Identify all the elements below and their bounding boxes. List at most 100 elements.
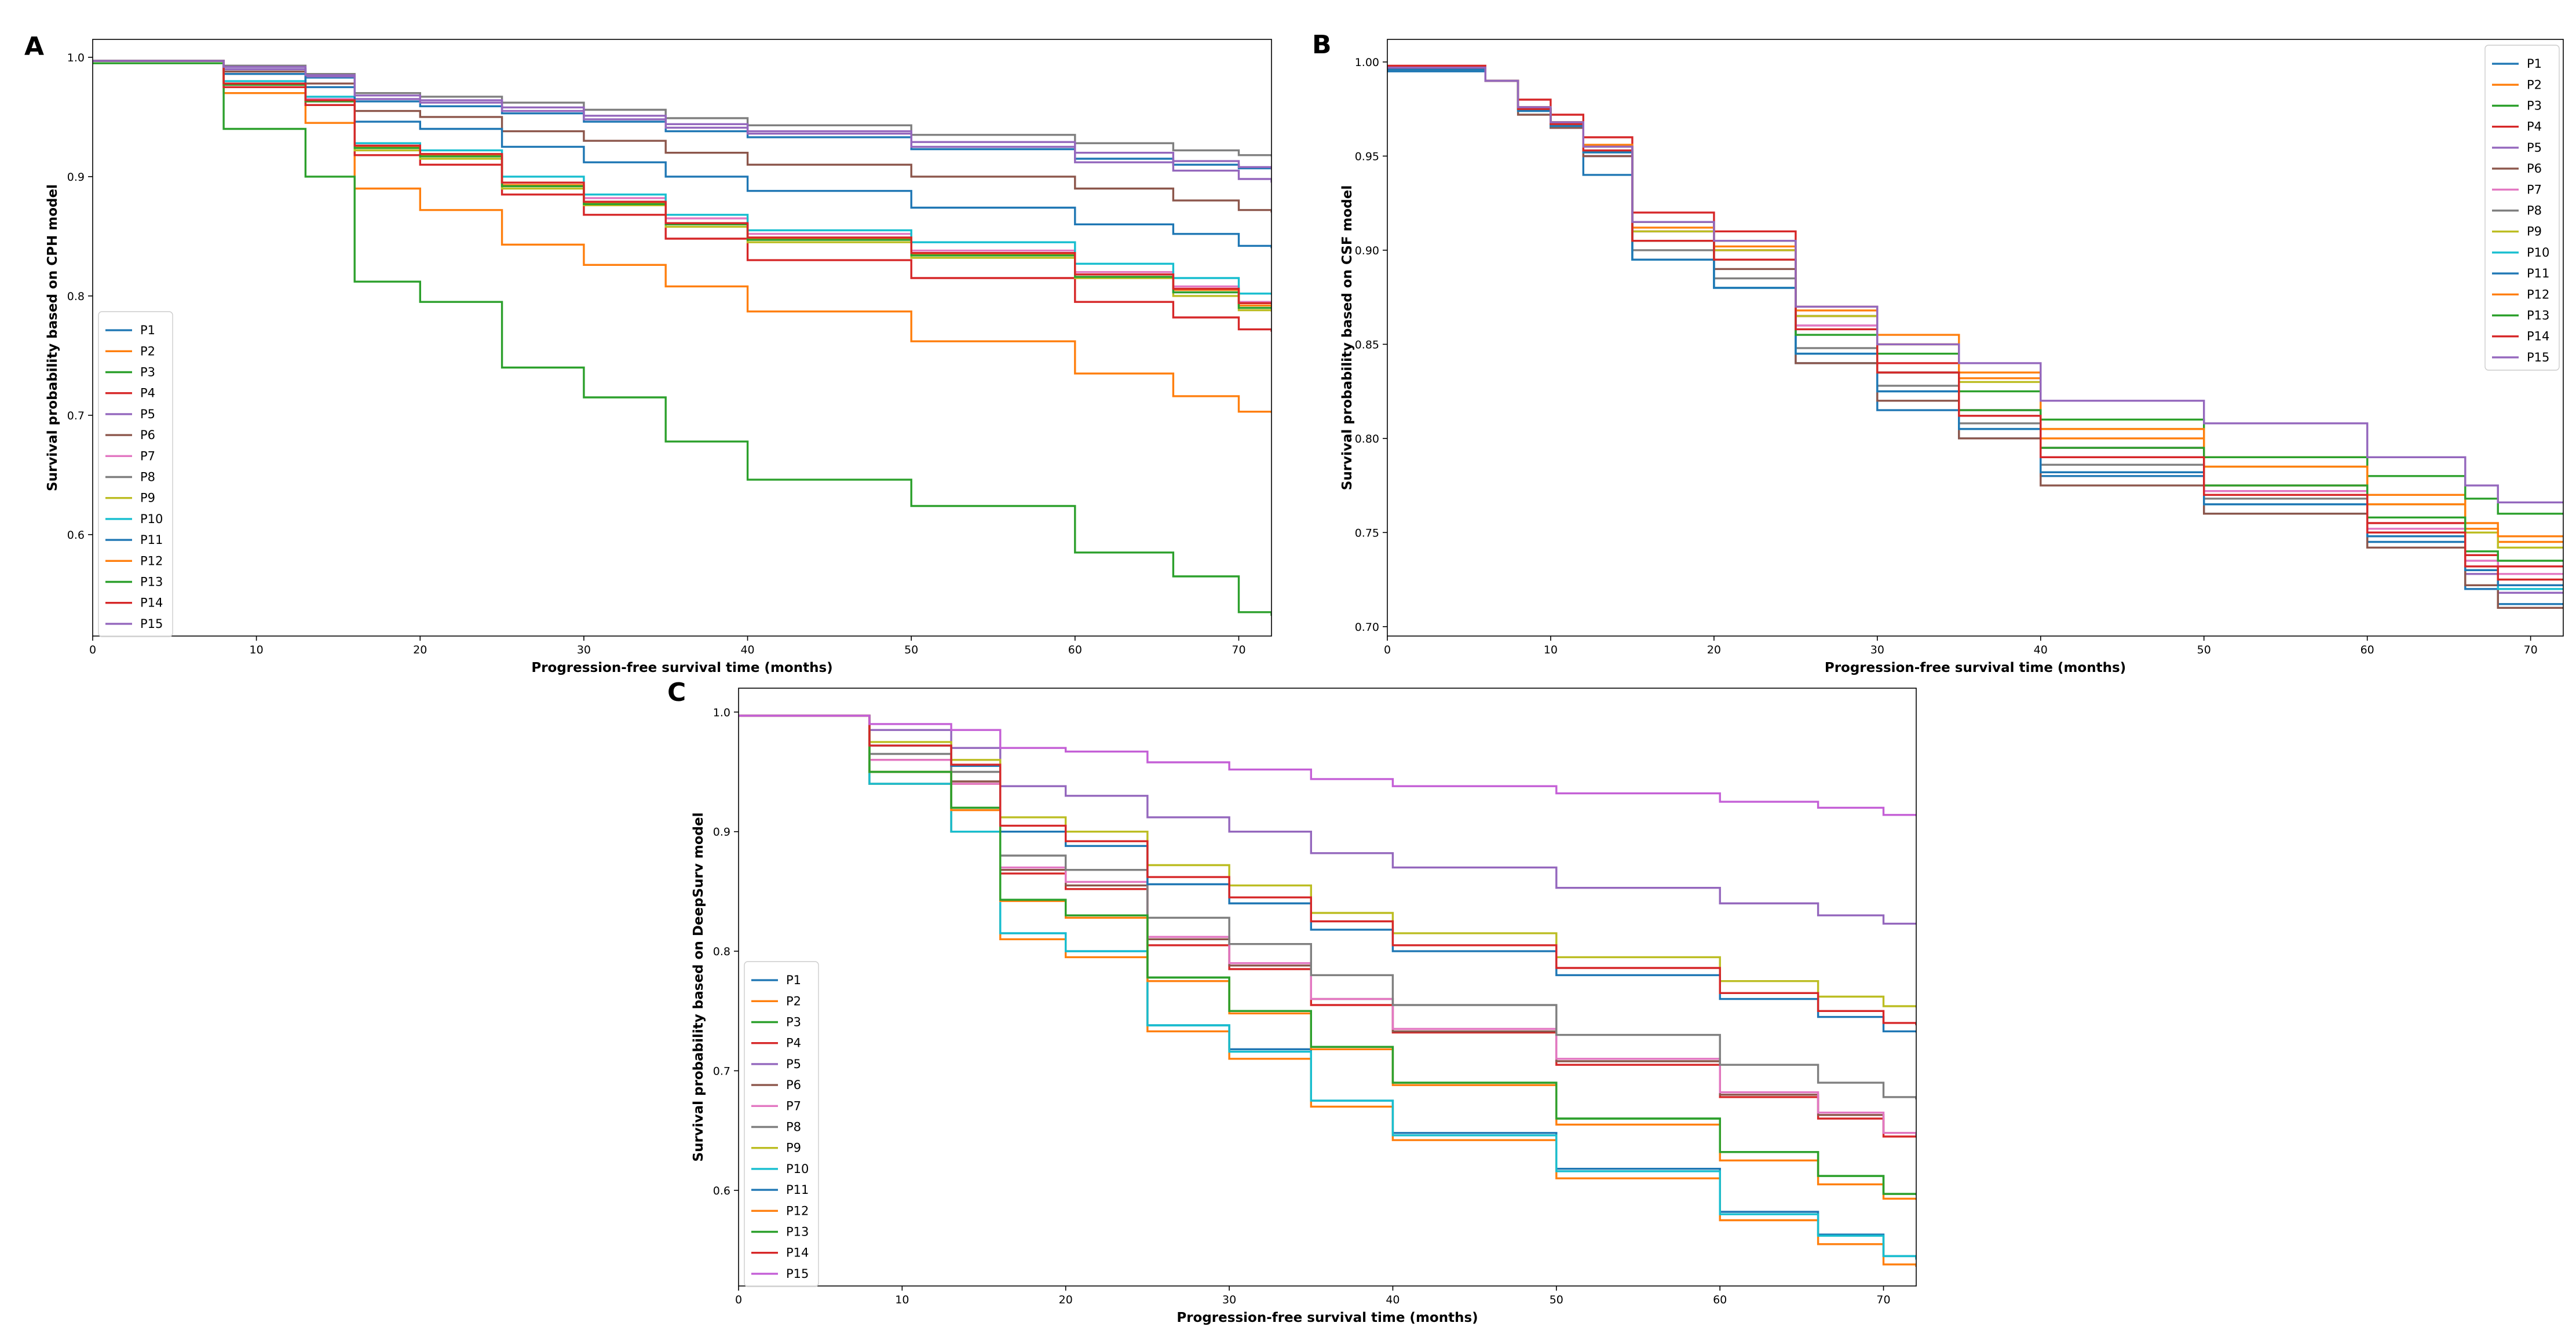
panel-a-series-group [93, 60, 1271, 616]
panel-c-legend-label: P13 [786, 1225, 809, 1239]
panel-b-legend-label: P1 [2527, 57, 2542, 71]
panel-b-series-p6 [1387, 68, 2563, 609]
panel-c-legend-label: P4 [786, 1036, 801, 1050]
panel-b-legend-label: P12 [2527, 287, 2549, 301]
panel-a-axes-frame [92, 39, 1272, 637]
panel-c-legend-label: P10 [786, 1162, 809, 1176]
panel-b-ytick-label: 0.80 [1355, 433, 1379, 445]
panel-c-y-axis-title: Survival probability based on DeepSurv m… [691, 813, 706, 1162]
panel-c-ytick-label: 1.0 [713, 706, 730, 719]
panel-a-legend-label: P10 [140, 512, 163, 526]
panel-a-legend: P1 P2 P3 P4 P5 P6 P7 P8 P9 P10 P11 P12 P13 P14 P15 [98, 311, 173, 637]
panel-b-legend: P1 P2 P3 P4 P5 P6 P7 P8 P9 P10 P11 P12 P13 P14 P15 [2484, 45, 2560, 371]
panel-b-ytick-label: 0.95 [1355, 150, 1379, 163]
panel-a-series-p3 [93, 62, 1271, 616]
panel-c-legend-label: P15 [786, 1267, 809, 1281]
panel-c-series-group [739, 714, 1916, 1267]
panel-c-legend: P1 P2 P3 P4 P5 P6 P7 P8 P9 P10 P11 P12 P13 P14 P15 [744, 961, 819, 1287]
panel-b-series-p14 [1387, 67, 2563, 581]
panel-a-legend-label: P13 [140, 575, 163, 589]
panel-a-letter: A [24, 32, 44, 61]
panel-b-xtick-label: 20 [1707, 644, 1721, 656]
panel-c-xtick-label: 30 [1222, 1294, 1236, 1306]
panel-b-series-p15 [1387, 67, 2563, 503]
panel-a-ytick-label: 1.0 [67, 52, 85, 64]
panel-a-xtick-label: 10 [250, 644, 264, 656]
panel-c-legend-label: P7 [786, 1099, 801, 1113]
panel-a-legend-label: P6 [140, 428, 155, 442]
panel-b-legend-label: P2 [2527, 78, 2542, 92]
panel-b-letter: B [1312, 30, 1332, 60]
panel-b-legend-label: P9 [2527, 225, 2542, 239]
panel-c-legend-label: P9 [786, 1141, 801, 1155]
panel-a-cph: A 0 10 20 30 40 50 60 70 0.6 0.7 0.8 0.9 1.0 Progressi… [24, 32, 1272, 675]
panel-c-ytick-label: 0.6 [713, 1185, 730, 1197]
panel-c-legend-label: P1 [786, 973, 801, 987]
panel-b-xtick-label: 10 [1544, 644, 1558, 656]
panel-c-legend-label: P2 [786, 994, 801, 1008]
panel-b-legend-label: P3 [2527, 99, 2542, 113]
panel-b-series-group [1387, 64, 2563, 609]
panel-b-xtick-label: 50 [2197, 644, 2211, 656]
panel-a-legend-label: P12 [140, 554, 163, 568]
panel-c-legend-label: P12 [786, 1204, 809, 1218]
panel-a-xtick-label: 50 [904, 644, 918, 656]
panel-a-legend-label: P8 [140, 470, 155, 484]
panel-c-series-p15 [739, 714, 1916, 816]
panel-c-legend-label: P5 [786, 1057, 801, 1071]
panel-c-axes-frame [738, 688, 1917, 1287]
panel-c-legend-label: P6 [786, 1078, 801, 1092]
panel-a-legend-label: P14 [140, 596, 163, 610]
panel-a-xtick-label: 40 [740, 644, 754, 656]
panel-c-legend-label: P8 [786, 1120, 801, 1134]
panel-b-ytick-label: 0.75 [1355, 527, 1379, 539]
panel-a-ytick-label: 0.9 [67, 171, 85, 184]
panel-b-legend-label: P6 [2527, 162, 2542, 176]
panel-a-ytick-label: 0.8 [67, 290, 85, 303]
panel-c-xtick-label: 10 [895, 1294, 909, 1306]
panel-a-xtick-label: 20 [413, 644, 427, 656]
panel-c-series-p5 [739, 714, 1916, 925]
panel-b-legend-label: P15 [2527, 350, 2549, 364]
panel-c-deepsurv: C 0 10 20 30 40 50 60 70 0.6 0.7 0.8 0.9 1.0 Progressi… [667, 678, 1917, 1325]
panel-a-x-axis-title: Progression-free survival time (months) [531, 660, 832, 675]
panel-a-xtick-label: 30 [577, 644, 591, 656]
panel-b-xtick-label: 40 [2034, 644, 2048, 656]
panel-c-series-p14 [739, 714, 1916, 1025]
panel-c-xtick-label: 50 [1550, 1294, 1563, 1306]
panel-b-legend-label: P7 [2527, 182, 2542, 196]
panel-a-ytick-label: 0.7 [67, 410, 85, 422]
panel-a-series-p2 [93, 60, 1271, 413]
panel-c-xtick-label: 60 [1713, 1294, 1727, 1306]
panel-a-legend-label: P15 [140, 617, 163, 631]
panel-b-legend-label: P5 [2527, 141, 2542, 155]
panel-c-xtick-label: 0 [735, 1294, 742, 1306]
panel-b-xtick-label: 70 [2524, 644, 2538, 656]
panel-b-legend-label: P11 [2527, 266, 2549, 280]
panel-a-series-p11 [93, 60, 1271, 249]
panel-a-xtick-label: 70 [1232, 644, 1245, 656]
panel-c-legend-label: P14 [786, 1246, 809, 1260]
panel-a-xtick-label: 0 [89, 644, 96, 656]
panel-a-legend-label: P4 [140, 386, 155, 400]
panel-a-legend-label: P2 [140, 344, 155, 358]
panel-c-xtick-label: 40 [1386, 1294, 1400, 1306]
panel-c-legend-label: P11 [786, 1183, 809, 1197]
panel-b-y-axis-title: Survival probability based on CSF model [1340, 185, 1355, 491]
panel-a-legend-label: P5 [140, 407, 155, 421]
panel-a-y-axis-title: Survival probability based on CPH model [45, 184, 60, 491]
panel-c-series-p13 [739, 714, 1916, 1196]
panel-b-ytick-label: 0.90 [1355, 244, 1379, 257]
panel-b-legend-label: P10 [2527, 246, 2549, 260]
panel-b-xtick-label: 30 [1870, 644, 1884, 656]
panel-a-series-p14 [93, 60, 1271, 305]
panel-a-xtick-label: 60 [1068, 644, 1082, 656]
panel-a-legend-label: P11 [140, 533, 163, 547]
panel-b-series-p11 [1387, 68, 2563, 586]
panel-c-legend-label: P3 [786, 1015, 801, 1029]
panel-b-legend-label: P8 [2527, 204, 2542, 218]
panel-c-ytick-label: 0.7 [713, 1065, 730, 1077]
panel-a-legend-label: P3 [140, 366, 155, 379]
